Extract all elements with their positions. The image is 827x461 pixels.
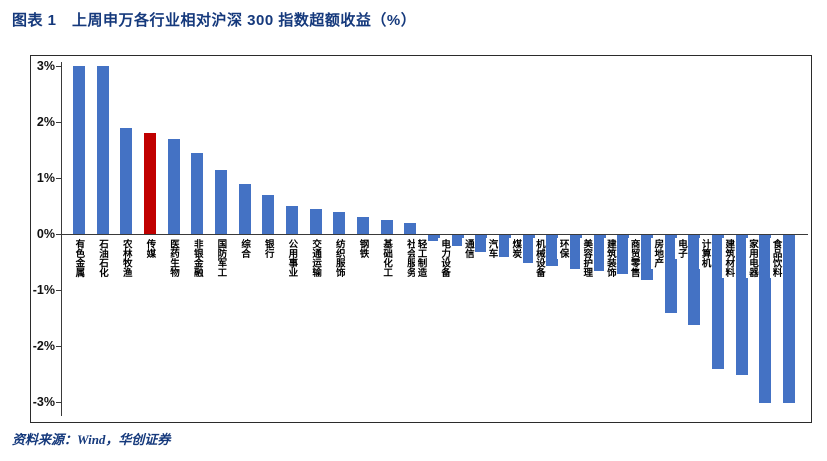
x-category-label: 计算机	[698, 238, 712, 269]
bar-家用电器	[759, 235, 772, 403]
bar-传媒	[143, 133, 156, 234]
x-category-label: 农林牧渔	[119, 238, 133, 278]
x-category-label: 房地产	[651, 238, 665, 269]
x-category-label: 轻工制造	[414, 238, 428, 278]
y-tick-label: 0%	[36, 227, 55, 241]
bar-煤炭	[522, 235, 535, 263]
x-category-label: 通信	[461, 238, 475, 259]
x-category-label: 交通运输	[309, 238, 323, 278]
x-category-label: 国防军工	[214, 238, 228, 278]
y-axis-line	[61, 62, 62, 416]
y-axis-tick	[56, 122, 61, 123]
y-axis-tick	[56, 234, 61, 235]
y-axis-tick	[56, 66, 61, 67]
y-tick-label: 1%	[36, 171, 55, 185]
bar-交通运输	[309, 208, 322, 234]
x-category-label: 建筑装饰	[603, 238, 617, 278]
x-category-label: 石油石化	[96, 238, 110, 278]
bar-通信	[475, 235, 488, 252]
x-category-label: 环保	[556, 238, 570, 259]
bar-纺织服饰	[333, 211, 346, 234]
y-tick-label: 2%	[36, 115, 55, 129]
x-axis-zero-line	[61, 234, 808, 235]
x-category-label: 非银金融	[190, 238, 204, 278]
bar-有色金属	[72, 66, 85, 234]
x-category-label: 钢铁	[356, 238, 370, 259]
x-category-label: 公用事业	[285, 238, 299, 278]
x-category-label: 传媒	[143, 238, 157, 259]
bar-综合	[238, 183, 251, 234]
x-category-label: 电力设备	[438, 238, 452, 278]
x-category-label: 电子	[674, 238, 688, 259]
y-axis-tick	[56, 402, 61, 403]
x-category-label: 商贸零售	[627, 238, 641, 278]
y-axis-tick	[56, 346, 61, 347]
bar-农林牧渔	[120, 127, 133, 234]
x-category-label: 有色金属	[72, 238, 86, 278]
bar-美容护理	[593, 235, 606, 272]
bar-商贸零售	[641, 235, 654, 280]
y-tick-label: -2%	[32, 339, 55, 353]
bar-计算机	[712, 235, 725, 370]
x-category-label: 汽车	[485, 238, 499, 259]
x-category-label: 家用电器	[745, 238, 759, 278]
bar-社会服务	[404, 222, 417, 234]
x-category-label: 建筑材料	[722, 238, 736, 278]
bar-建筑装饰	[617, 235, 630, 275]
y-tick-label: 3%	[36, 59, 55, 73]
bar-电子	[688, 235, 701, 325]
bar-石油石化	[96, 66, 109, 234]
bar-基础化工	[380, 220, 393, 234]
x-category-label: 社会服务	[403, 238, 417, 278]
page-title: 图表 1 上周申万各行业相对沪深 300 指数超额收益（%）	[12, 12, 417, 29]
bar-电力设备	[451, 235, 464, 247]
x-category-label: 机械设备	[532, 238, 546, 278]
bar-公用事业	[285, 206, 298, 234]
bar-国防军工	[214, 169, 227, 234]
x-category-label: 银行	[261, 238, 275, 259]
x-category-label: 基础化工	[380, 238, 394, 278]
x-category-label: 美容护理	[580, 238, 594, 278]
bar-医药生物	[167, 138, 180, 234]
x-category-label: 煤炭	[509, 238, 523, 259]
bar-非银金融	[191, 152, 204, 234]
y-axis-tick	[56, 178, 61, 179]
bar-机械设备	[546, 235, 559, 266]
x-category-label: 纺织服饰	[332, 238, 346, 278]
y-tick-label: -1%	[32, 283, 55, 297]
bar-轻工制造	[428, 235, 440, 241]
bar-房地产	[664, 235, 677, 314]
x-category-label: 食品饮料	[769, 238, 783, 278]
bar-食品饮料	[783, 235, 796, 403]
bar-银行	[262, 194, 275, 234]
source-note: 资料来源：Wind，华创证券	[12, 432, 171, 447]
bar-环保	[570, 235, 583, 269]
bar-钢铁	[356, 217, 369, 234]
y-axis-tick	[56, 290, 61, 291]
x-category-label: 综合	[238, 238, 252, 259]
bar-建筑材料	[735, 235, 748, 375]
bar-汽车	[499, 235, 512, 258]
x-category-label: 医药生物	[167, 238, 181, 278]
y-tick-label: -3%	[32, 395, 55, 409]
chart-area: 3% 2% 1% 0% -1% -2% -3% 有色金属 石油石化 农林牧渔 传媒 医药生物 非银金融国…	[30, 55, 812, 423]
